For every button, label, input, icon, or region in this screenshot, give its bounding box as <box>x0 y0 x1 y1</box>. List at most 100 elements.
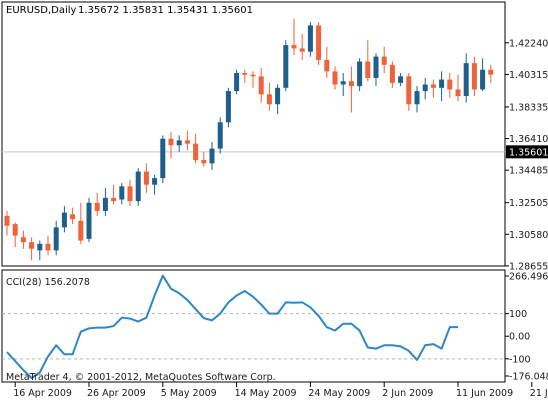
candle <box>373 53 379 87</box>
candle <box>340 73 346 97</box>
cci-chart-frame <box>1 269 506 383</box>
candle-body <box>275 87 281 105</box>
candle-body <box>12 224 18 236</box>
time-tick-label: 26 Apr 2009 <box>87 388 146 399</box>
candle <box>209 142 215 170</box>
candle <box>111 184 117 205</box>
candle-body <box>168 138 174 146</box>
cci-indicator-label: CCI(28) 156.2078 <box>6 277 90 288</box>
candle-body <box>307 25 313 52</box>
cci-axis: 266.4967 100 0.00 -100 -176.0483 <box>505 272 548 383</box>
candle <box>439 71 445 101</box>
candle-body <box>406 76 412 105</box>
time-tick-label: 21 Jun 2009 <box>530 388 548 399</box>
candle-body <box>176 140 182 146</box>
candle <box>143 163 149 193</box>
candle-body <box>381 56 387 65</box>
candle <box>242 69 248 83</box>
candle-body <box>70 214 76 220</box>
price-tick-label: 1.36410 <box>509 134 548 145</box>
candle <box>201 151 207 167</box>
candle <box>53 220 59 256</box>
candle <box>430 79 436 98</box>
price-tick-label: 1.40315 <box>509 70 548 81</box>
candle <box>299 33 305 60</box>
candle-body <box>78 220 84 241</box>
copyright-text: MetaTrader 4, © 2001-2012, MetaQuotes So… <box>6 372 276 383</box>
candle <box>45 235 51 256</box>
candle-body <box>242 73 248 75</box>
candle <box>291 18 297 55</box>
candle <box>217 117 223 154</box>
candle <box>381 46 387 74</box>
candle <box>225 87 231 128</box>
candle-body <box>209 148 215 164</box>
time-tick-label: 24 May 2009 <box>308 388 370 399</box>
candle-body <box>61 212 67 228</box>
candle-body <box>455 89 461 97</box>
candle-body <box>201 160 207 164</box>
candle-body <box>291 45 297 49</box>
candle <box>414 86 420 113</box>
candle <box>29 237 35 261</box>
candle-body <box>94 202 100 211</box>
candle-body <box>480 69 486 90</box>
candle-body <box>225 91 231 123</box>
candle-body <box>439 79 445 88</box>
time-tick-label: 14 May 2009 <box>235 388 297 399</box>
candle <box>324 46 330 78</box>
candle <box>160 135 166 184</box>
candle-body <box>389 64 395 83</box>
candle-body <box>135 171 141 202</box>
candle-body <box>111 197 117 202</box>
current-price-label: 1.35601 <box>509 147 548 158</box>
candle-body <box>332 71 338 85</box>
time-tick-label: 16 Apr 2009 <box>13 388 72 399</box>
candlestick-series <box>4 18 494 261</box>
candle <box>152 174 158 195</box>
candle <box>480 58 486 92</box>
candle-body <box>430 84 436 88</box>
candle-body <box>365 61 371 78</box>
time-tick-label: 2 Jun 2009 <box>382 388 433 399</box>
candle-body <box>102 197 108 211</box>
price-panel-border <box>1 1 506 267</box>
price-tick-label: 1.30580 <box>509 230 548 241</box>
candle <box>365 40 371 82</box>
candle <box>348 66 354 113</box>
candle-body <box>258 76 264 95</box>
candle-body <box>316 25 322 60</box>
candle-body <box>266 94 272 105</box>
cci-tick-label: 100 <box>509 309 527 320</box>
candle-body <box>4 215 10 226</box>
candle-body <box>283 45 289 88</box>
candle-body <box>53 227 59 251</box>
candle <box>266 82 272 111</box>
candle-body <box>447 79 453 90</box>
candle-body <box>217 122 223 149</box>
candle <box>20 230 26 249</box>
candle <box>61 206 67 233</box>
price-tick-label: 1.38335 <box>509 102 548 113</box>
candle <box>389 61 395 88</box>
candle-body <box>45 243 51 251</box>
candle <box>406 73 412 111</box>
candle-body <box>20 237 26 243</box>
candle-body <box>398 76 404 83</box>
candle <box>455 74 461 101</box>
time-tick-label: 5 May 2009 <box>161 388 217 399</box>
cci-tick-label: 266.4967 <box>509 272 548 283</box>
candle-body <box>422 84 428 92</box>
cci-tick-label: -176.0483 <box>509 372 548 383</box>
candle <box>135 168 141 207</box>
candle-body <box>127 186 133 202</box>
current-price-tag <box>506 145 548 159</box>
price-tick-label: 1.34485 <box>509 166 548 177</box>
candle <box>234 69 240 95</box>
cci-series <box>6 274 458 380</box>
candle-body <box>160 138 166 179</box>
candle <box>176 135 182 152</box>
price-tick-label: 1.42240 <box>509 38 548 49</box>
